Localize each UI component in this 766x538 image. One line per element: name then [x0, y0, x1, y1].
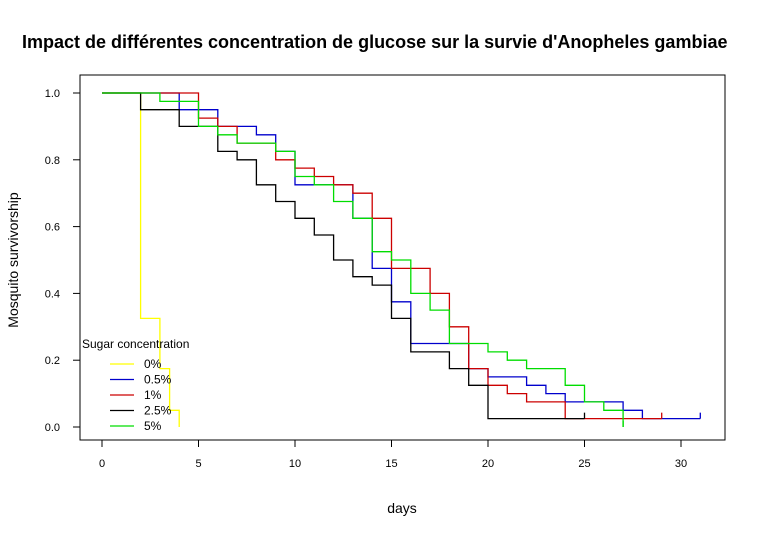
- x-axis: 0 5 10 15 20 25 30: [99, 440, 687, 470]
- x-tick-label: 10: [289, 458, 301, 470]
- legend-label: 2.5%: [144, 404, 172, 418]
- legend-label: 1%: [144, 388, 162, 402]
- series-line: [102, 92, 180, 427]
- x-tick-label: 5: [195, 458, 201, 470]
- x-axis-label: days: [387, 500, 417, 516]
- series-line: [102, 92, 624, 427]
- legend-label: 0.5%: [144, 373, 172, 387]
- x-tick-label: 15: [385, 458, 397, 470]
- y-tick-label: 0.0: [45, 422, 60, 434]
- series-line: [102, 92, 662, 420]
- plot-frame: [79, 74, 726, 441]
- x-tick-label: 0: [99, 458, 105, 470]
- y-tick-label: 0.4: [45, 288, 60, 300]
- legend: Sugar concentration 0% 0.5%1% 2.5%5%: [82, 337, 189, 433]
- legend-title: Sugar concentration: [82, 337, 189, 351]
- y-tick-label: 1.0: [45, 88, 60, 100]
- x-tick-label: 20: [482, 458, 494, 470]
- chart-title: Impact de différentes concentration de g…: [22, 32, 727, 52]
- series-line: [102, 92, 585, 420]
- series-group: [102, 92, 701, 427]
- legend-label: 0%: [144, 357, 162, 371]
- x-tick-label: 25: [578, 458, 590, 470]
- legend-label: 5%: [144, 419, 162, 433]
- y-tick-label: 0.6: [45, 222, 60, 234]
- series-line: [102, 92, 701, 420]
- y-tick-label: 0.2: [45, 355, 60, 367]
- x-tick-label: 30: [675, 458, 687, 470]
- y-tick-label: 0.8: [45, 155, 60, 167]
- y-axis: 0.0 0.2 0.4 0.6 0.8 1.0: [45, 88, 80, 434]
- y-axis-label: Mosquito survivorship: [5, 192, 21, 328]
